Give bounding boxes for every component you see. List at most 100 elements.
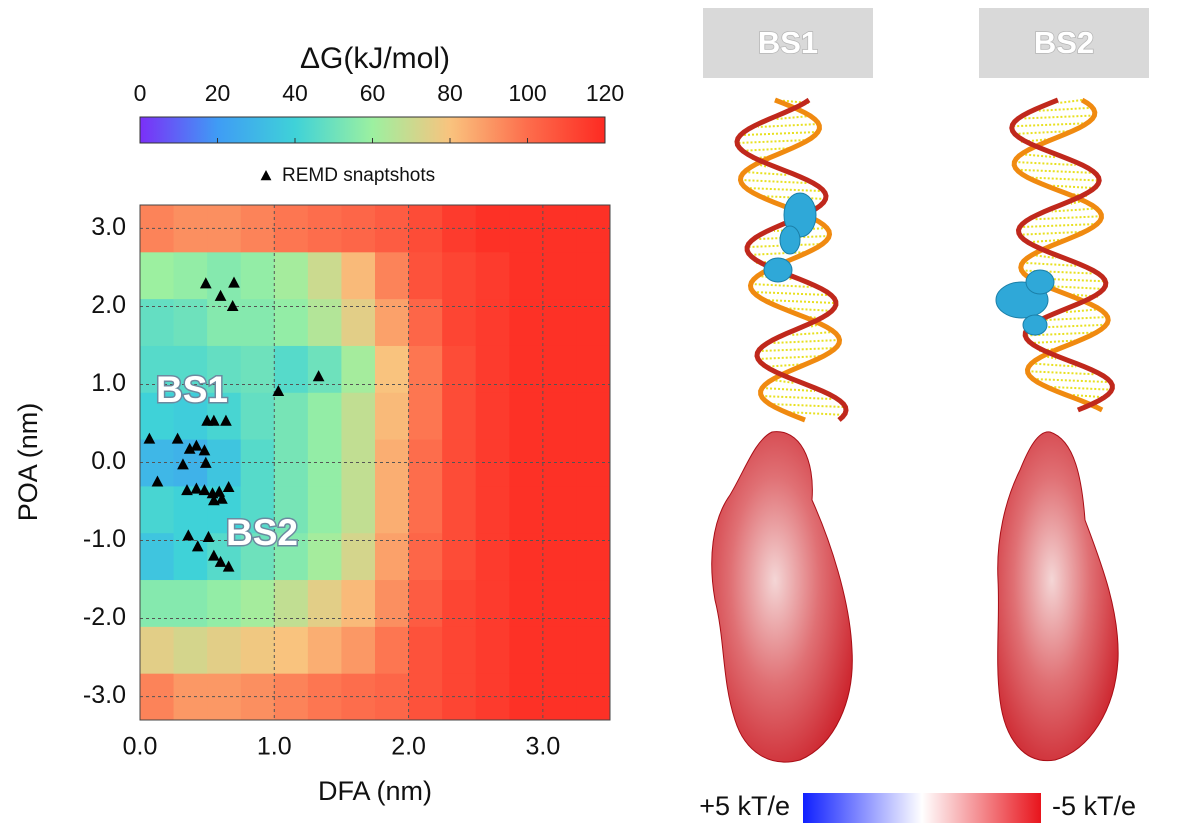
heatmap-cell [308, 439, 342, 486]
heatmap-cell [341, 252, 375, 299]
heatmap-cell [308, 252, 342, 299]
heatmap-cell [576, 439, 610, 486]
heatmap-cell [576, 626, 610, 673]
heatmap-cell [375, 252, 409, 299]
legend-marker [261, 170, 272, 180]
y-tick-label: 2.0 [91, 291, 126, 319]
heatmap-cell [509, 626, 543, 673]
heatmap-cell [442, 392, 476, 439]
base-pair [1033, 379, 1108, 382]
base-pair [1028, 371, 1095, 374]
heatmap-cell [274, 252, 308, 299]
heatmap-cell [543, 486, 577, 533]
panel-label: BS2 [1034, 25, 1094, 60]
heatmap-cell [341, 626, 375, 673]
y-tick-label: -3.0 [83, 681, 126, 709]
ligand [1023, 315, 1047, 335]
base-pair [744, 172, 788, 175]
x-tick-label: 3.0 [525, 733, 560, 761]
heatmap-cell [207, 252, 241, 299]
y-tick-label: 3.0 [91, 213, 126, 241]
base-pair [761, 348, 836, 351]
y-tick-label: -1.0 [83, 525, 126, 553]
heatmap-cell [543, 345, 577, 392]
colorbar-tick-label: 40 [282, 80, 308, 106]
heatmap-cell [476, 486, 510, 533]
annotation: BS1 [156, 369, 228, 410]
heatmap-cell [308, 345, 342, 392]
heatmap-cell [476, 205, 510, 252]
heatmap-cell [241, 580, 275, 627]
heatmap-cell [375, 486, 409, 533]
base-pair [758, 124, 819, 127]
y-axis-title: POA (nm) [13, 403, 43, 522]
base-pair [1046, 317, 1107, 320]
y-tick-label: -2.0 [83, 603, 126, 631]
heatmap-cell [576, 252, 610, 299]
y-tick-label: 1.0 [91, 369, 126, 397]
base-pair [1058, 100, 1082, 103]
heatmap-cell [241, 392, 275, 439]
heatmap-cell [409, 580, 443, 627]
heatmap-cell [207, 626, 241, 673]
base-pair [1034, 216, 1101, 219]
heatmap-cell [241, 205, 275, 252]
ligand [1026, 270, 1054, 294]
x-tick-label: 2.0 [391, 733, 426, 761]
heatmap-cell [341, 299, 375, 346]
dna-helix [737, 100, 846, 420]
heatmap-cell [476, 392, 510, 439]
heatmap-cell [409, 533, 443, 580]
heatmap-cell [476, 439, 510, 486]
colorbar-tick-label: 100 [508, 80, 546, 106]
heatmap-cell [543, 673, 577, 720]
heatmap-cell [140, 626, 174, 673]
heatmap-cell [341, 533, 375, 580]
heatmap-cell [409, 673, 443, 720]
electrostatic-surface [712, 432, 853, 762]
heatmap-cell [140, 533, 174, 580]
heatmap-cell [274, 299, 308, 346]
heatmap-cell [576, 486, 610, 533]
heatmap-cell [341, 345, 375, 392]
colorbar-tick-label: 80 [437, 80, 463, 106]
base-pair [744, 132, 818, 135]
heatmap-cell [509, 533, 543, 580]
heatmap-cell [241, 345, 275, 392]
heatmap-cell [140, 205, 174, 252]
heatmap-cell [576, 345, 610, 392]
heatmap-cell [174, 299, 208, 346]
heatmap-cell [442, 345, 476, 392]
heatmap-cell [576, 205, 610, 252]
heatmap-cell [140, 580, 174, 627]
x-tick-label: 1.0 [257, 733, 292, 761]
colorbar-tick-label: 120 [586, 80, 624, 106]
ligand [764, 258, 792, 282]
base-pair [753, 292, 827, 295]
potential-label: -5 kT/e [1052, 791, 1136, 821]
heatmap-cell [375, 392, 409, 439]
heatmap-cell [140, 299, 174, 346]
heatmap-cell [308, 533, 342, 580]
heatmap-cell [140, 673, 174, 720]
heatmap-cell [375, 299, 409, 346]
heatmap-cell [274, 392, 308, 439]
base-pair [737, 140, 808, 143]
base-pair [1023, 116, 1095, 119]
base-pair [762, 388, 815, 391]
heatmap-cell [375, 580, 409, 627]
heatmap-cell [274, 626, 308, 673]
heatmap-cell [476, 626, 510, 673]
heatmap-cell [341, 392, 375, 439]
heatmap-cell [375, 533, 409, 580]
heatmap-cell [476, 533, 510, 580]
heatmap-cell [543, 533, 577, 580]
annotation: BS2 [226, 512, 298, 553]
heatmap-cell [476, 673, 510, 720]
heatmap-cell [543, 299, 577, 346]
base-pair [1013, 123, 1087, 126]
dna-strand [1012, 100, 1113, 410]
heatmap-cell [576, 533, 610, 580]
heatmap-cell [241, 673, 275, 720]
heatmap-cell [409, 299, 443, 346]
